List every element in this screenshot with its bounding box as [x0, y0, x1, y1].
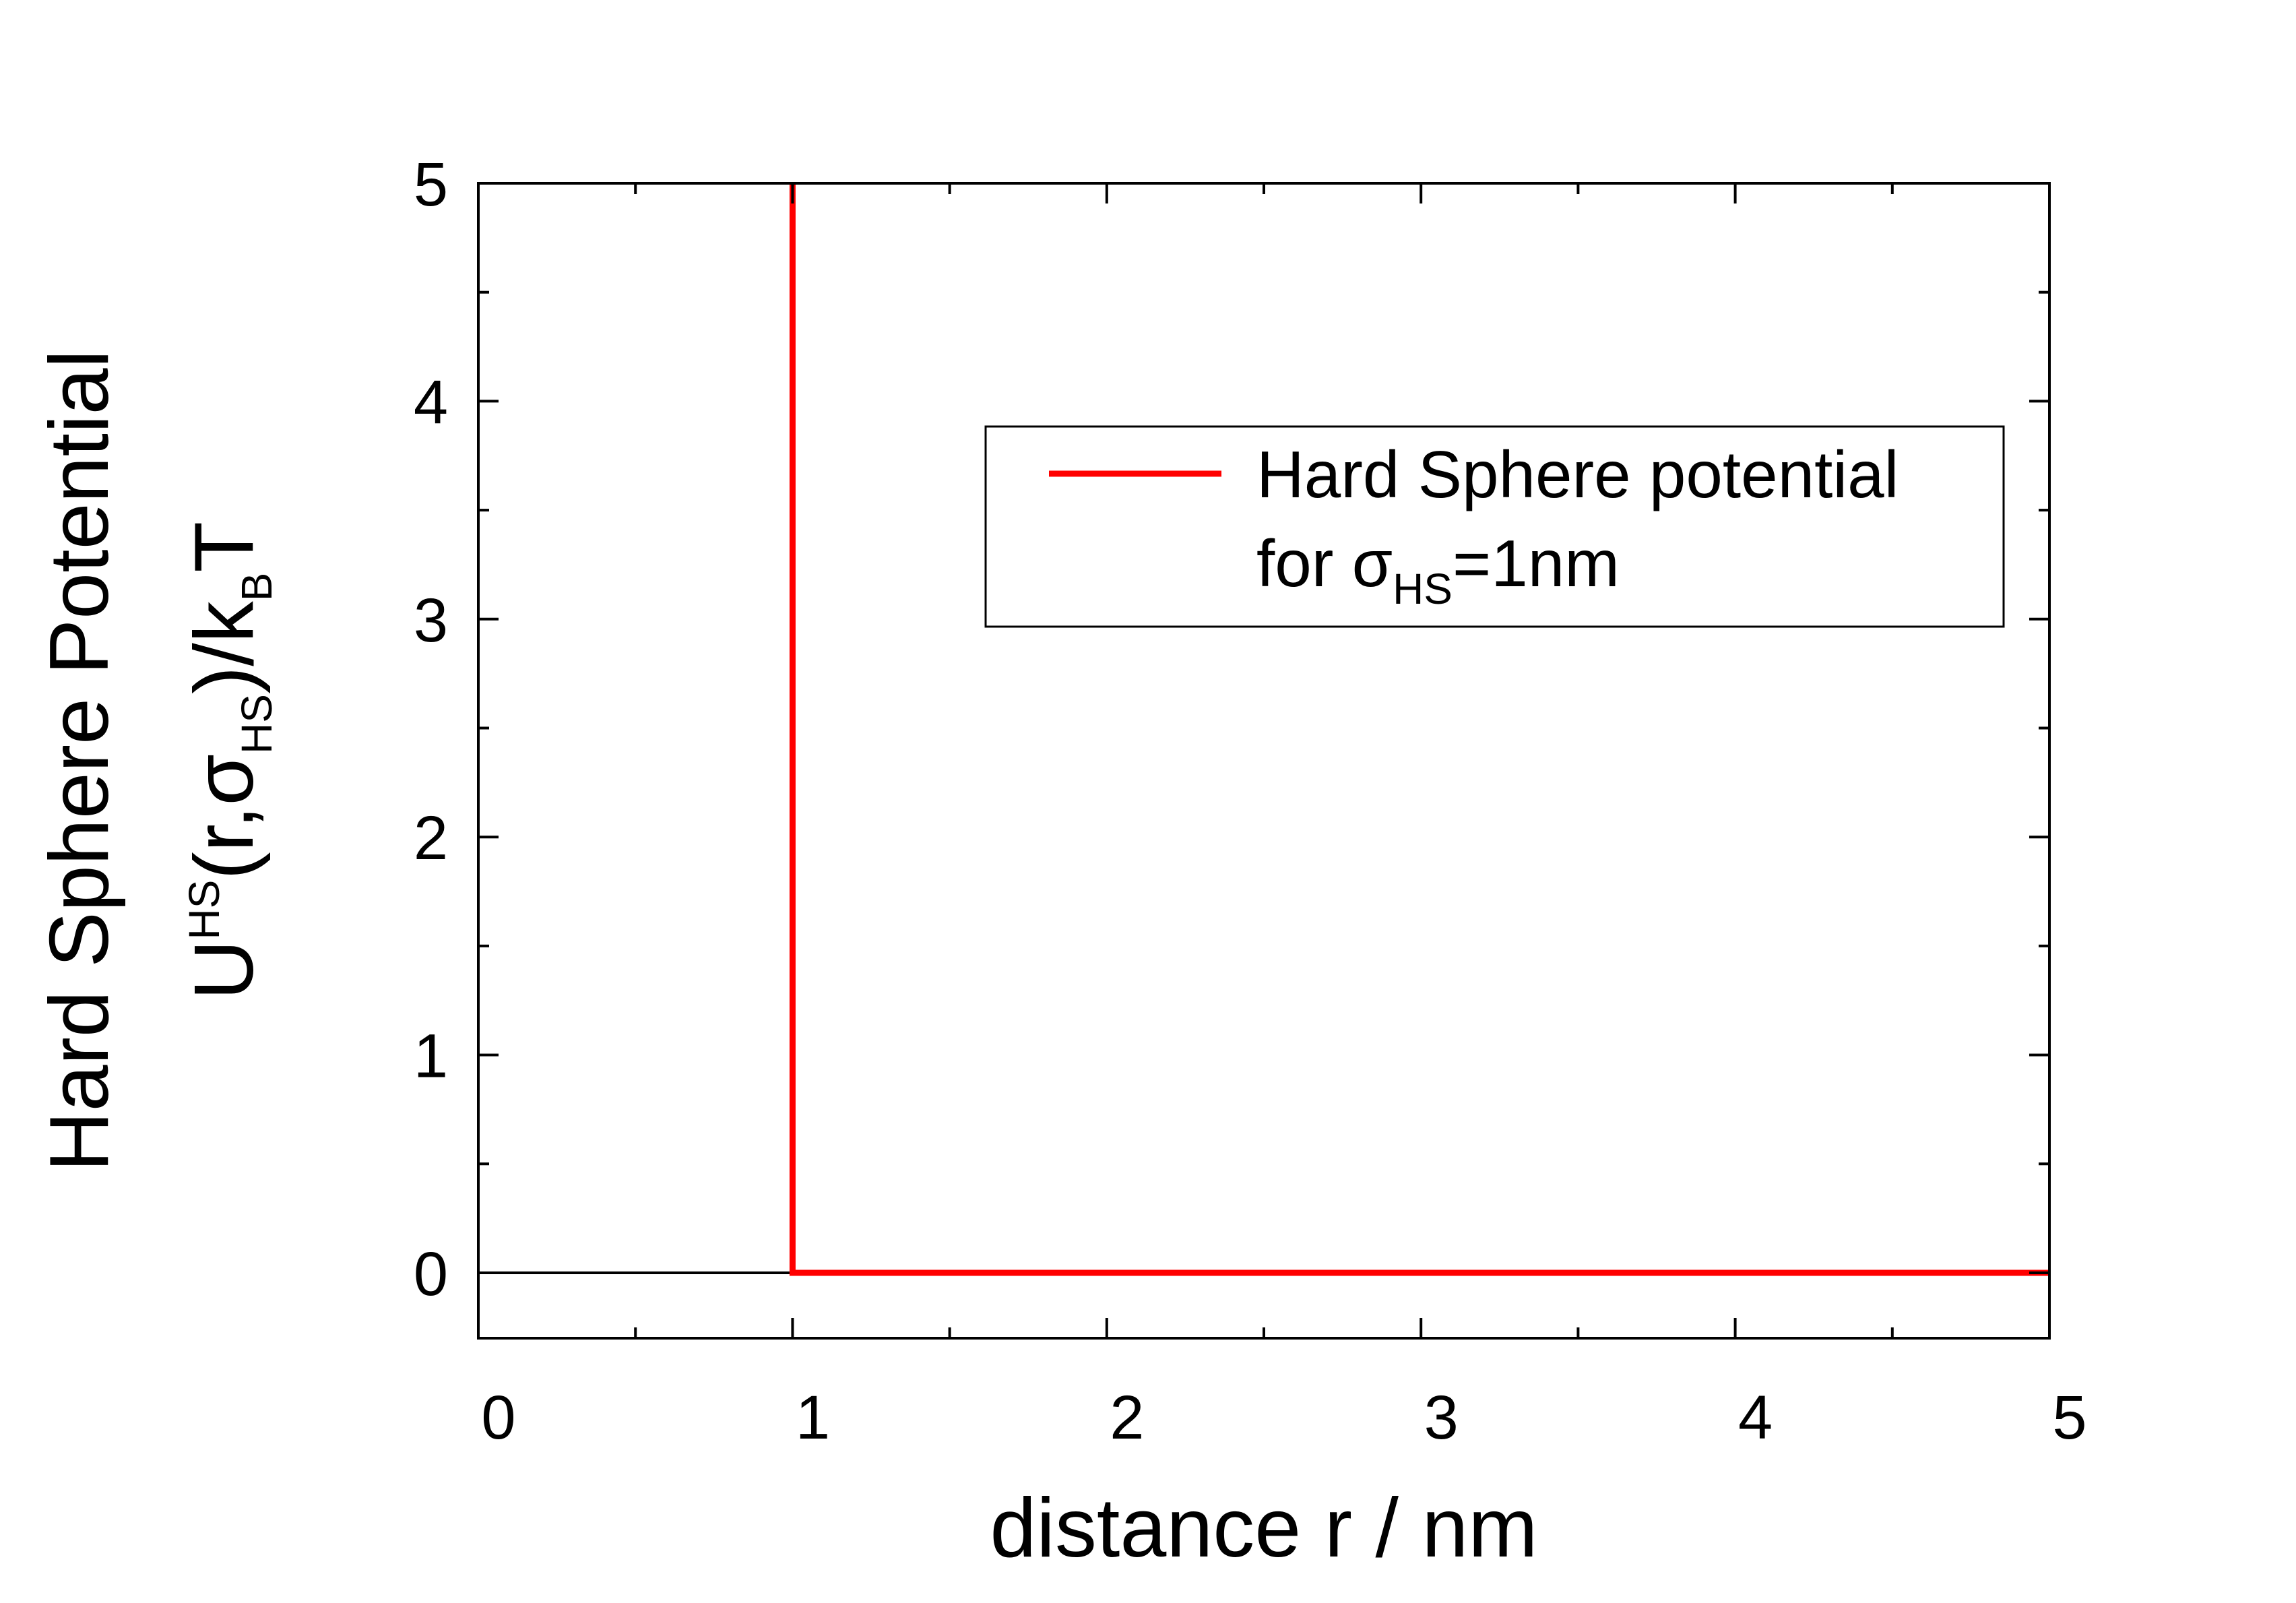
series-layer: [789, 183, 2049, 1276]
axis-ticks: [477, 182, 2051, 1338]
y-tick-labels: 0 1 2 3 4 5: [414, 150, 448, 1309]
y-axis-title: Hard Sphere Potential UHS(r,σHS)/kBT: [33, 350, 281, 1172]
x-tick-label: 4: [1738, 1383, 1773, 1452]
x-tick-labels: 0 1 2 3 4 5: [481, 1383, 2086, 1452]
y-axis-title-line2: UHS(r,σHS)/kBT: [178, 522, 281, 1000]
y-tick-label: 4: [414, 368, 448, 437]
x-tick-label: 3: [1424, 1383, 1459, 1452]
x-tick-label: 0: [481, 1383, 515, 1452]
x-tick-label: 1: [796, 1383, 830, 1452]
legend-label-line2: for σHS=1nm: [1256, 526, 1620, 613]
legend-box: [984, 425, 2005, 628]
y-tick-label: 2: [414, 804, 448, 873]
y-tick-label: 0: [414, 1240, 448, 1309]
series-line-0: [789, 183, 2049, 1276]
legend-label-line1: Hard Sphere potential: [1256, 437, 1899, 511]
legend: Hard Sphere potential for σHS=1nm: [984, 425, 2005, 628]
x-tick-label: 2: [1110, 1383, 1144, 1452]
x-tick-label: 5: [2052, 1383, 2086, 1452]
y-tick-label: 5: [414, 150, 448, 219]
y-tick-label: 3: [414, 586, 448, 655]
x-axis-title: distance r / nm: [990, 1482, 1537, 1575]
y-axis-title-line1: Hard Sphere Potential: [33, 350, 126, 1172]
y-tick-label: 1: [414, 1022, 448, 1091]
